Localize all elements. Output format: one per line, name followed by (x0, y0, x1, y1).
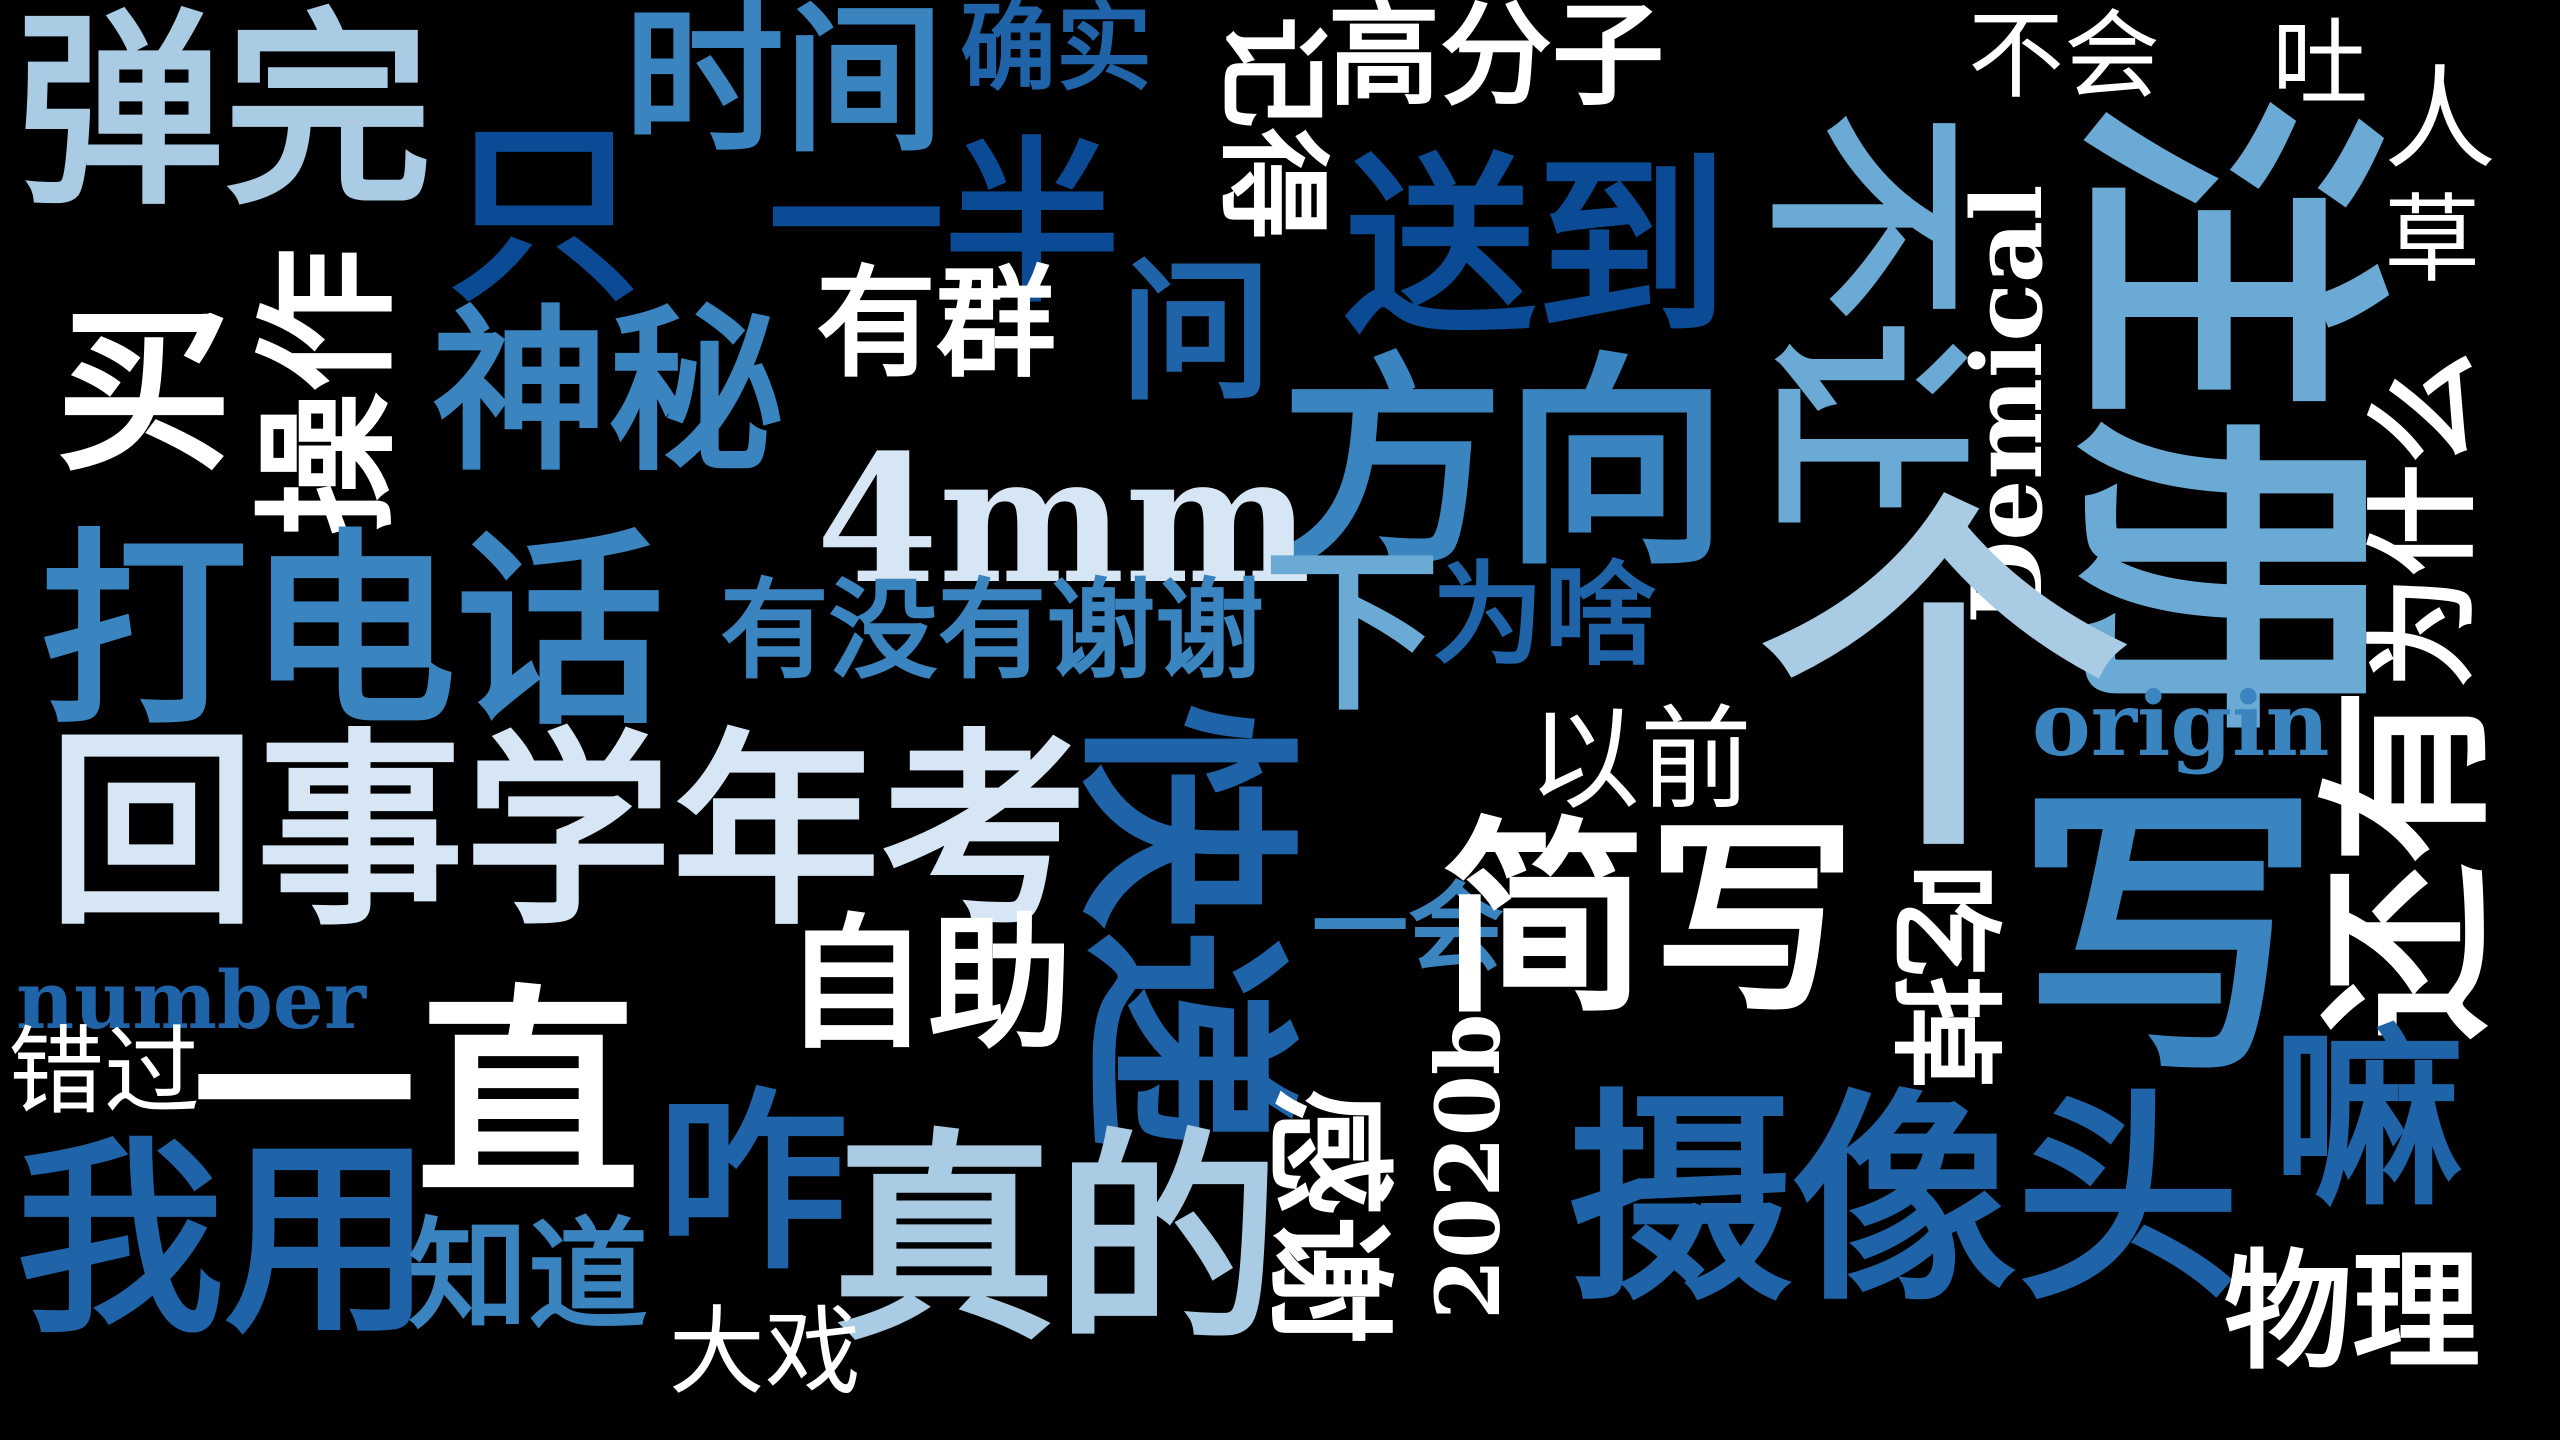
word-ge: 个 (1760, 463, 2128, 896)
word-yizhi: 一直 (192, 964, 640, 1227)
word-haiyou: 还有 (2304, 687, 2511, 1040)
word-jianxie: 简写 (1440, 798, 1856, 1042)
word-queshi: 确实 (960, 0, 1152, 104)
word-wuli: 物理 (2224, 1237, 2481, 1387)
word-2020b: 2020b (1416, 1013, 1520, 1320)
word-zhidao: 知道 (408, 1205, 648, 1346)
word-chidiao: 吃掉 (1879, 864, 2010, 1088)
word-4mm: 4mm (816, 416, 1311, 623)
word-zhi: 只 (448, 103, 640, 328)
word-yihui: 一会 (1312, 871, 1504, 984)
word-dadianhua: 打电话 (40, 510, 664, 754)
word-weishenme: 为什么 (2358, 352, 2489, 688)
word-ganxie: 感谢 (1253, 1088, 1403, 1345)
word-caozuo: 操作 (243, 247, 412, 536)
word-zhende: 真的 (832, 1108, 1280, 1371)
word-youmeiyouxiexie: 有没有谢谢 (720, 566, 1264, 694)
word-origin: origin (2032, 672, 2330, 776)
word-xie: 写 (2016, 757, 2320, 1114)
word-za: 咋 (656, 1071, 848, 1296)
word-ma: 嘛 (2272, 1007, 2464, 1232)
word-shijian: 时间 (624, 0, 945, 174)
word-jide: 记得 (1207, 16, 1338, 240)
word-weisha: 为啥 (1432, 550, 1656, 681)
word-fangxiang: 方向 (1280, 332, 1728, 595)
word-youqun: 有群 (816, 253, 1056, 394)
word-gaofenzi: 高分子 (1328, 0, 1664, 121)
word-number: number (16, 953, 366, 1047)
word-buhui: 不会 (1968, 0, 2160, 112)
word-yiban: 一半 (768, 120, 1121, 327)
word-cuoguo: 错过 (8, 1016, 200, 1128)
word-songdao: 送到 (1344, 135, 1728, 360)
word-zizhu: 自助 (784, 899, 1073, 1068)
word-ren: 人 (2384, 55, 2496, 185)
word-tanwan: 弹完 (16, 0, 432, 234)
word-yiqian: 以前 (1528, 695, 1752, 825)
word-huishixuenniankao: 回事学年考 (48, 710, 1088, 954)
word-cao: 草 (2384, 184, 2480, 296)
word-xia: 下 (1264, 528, 1441, 735)
word-wen: 问 (1120, 242, 1272, 421)
word-tu: 吐 (2272, 8, 2368, 120)
word-daxi: 大戏 (668, 1296, 861, 1408)
word-woyong: 我用 (16, 1118, 432, 1362)
word-shenmi: 神秘 (432, 288, 785, 495)
word-shexiangtou: 摄像头 (1568, 1068, 2240, 1331)
word-kuaidi: 快递 (1053, 704, 1316, 1152)
word-mai: 买 (56, 288, 233, 495)
